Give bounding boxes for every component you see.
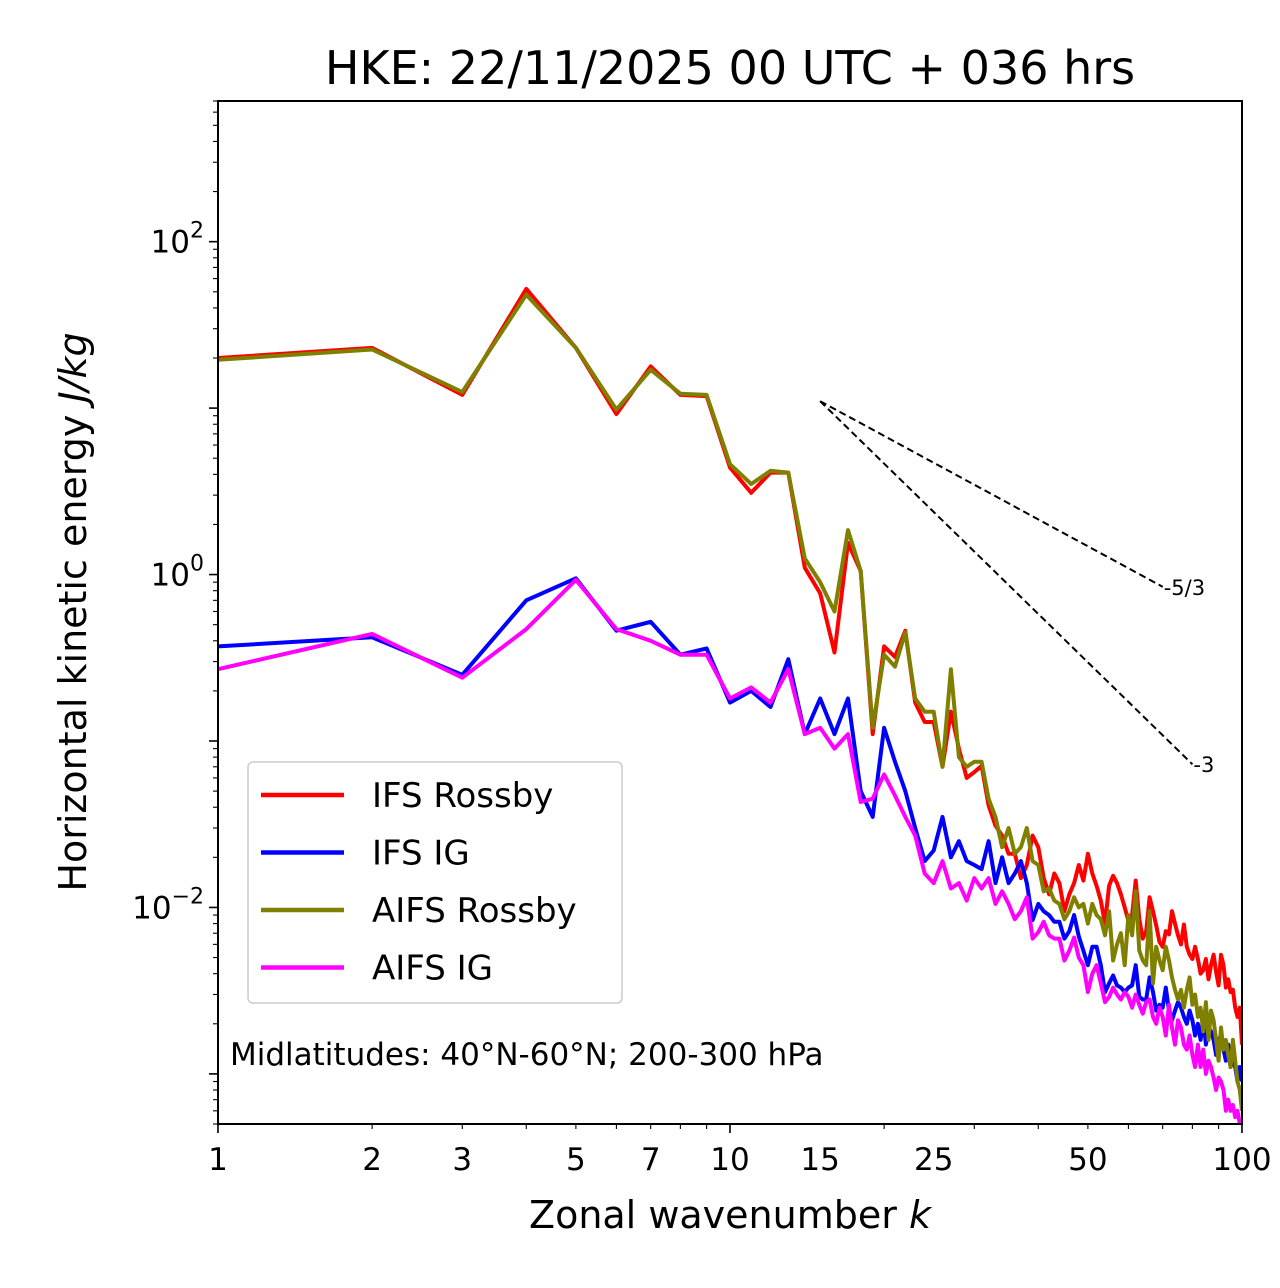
legend-label-ifs-rossby: IFS Rossby <box>372 776 553 816</box>
series-layer <box>218 286 1242 1124</box>
slope-line-5-3 <box>819 400 1164 588</box>
y-tick-label: 10−2 <box>132 884 204 926</box>
y-axis-label-unit: J/kg <box>51 332 95 409</box>
series-line-aifs-ig <box>218 577 1242 1124</box>
y-tick-label: 100 <box>151 552 204 594</box>
x-axis-label-text: Zonal wavenumber <box>529 1193 909 1237</box>
slope-line-3 <box>819 400 1194 765</box>
series-line-aifs-rossby <box>218 292 1242 1112</box>
x-tick-label: 5 <box>566 1142 586 1178</box>
legend-label-ifs-ig: IFS IG <box>372 834 470 874</box>
legend-frame <box>247 761 623 1004</box>
region-annotation: Midlatitudes: 40°N-60°N; 200-300 hPa <box>230 1037 824 1073</box>
x-tick-label: 1 <box>208 1142 228 1178</box>
y-axis-label: Horizontal kinetic energy J/kg <box>51 332 95 891</box>
y-axis: 102 100 10−2 <box>132 100 218 1125</box>
x-axis-label: Zonal wavenumber k <box>529 1193 933 1237</box>
y-tick-label: 102 <box>151 219 204 261</box>
x-tick-label: 3 <box>452 1142 472 1178</box>
slope-label-5-3: -5/3 <box>1164 576 1205 600</box>
x-tick-label: 50 <box>1068 1142 1107 1178</box>
legend-label-aifs-ig: AIFS IG <box>372 949 493 989</box>
x-axis: 1 2 3 5 7 10 15 25 50 100 <box>208 1124 1272 1178</box>
legend: IFS Rossby IFS IG AIFS Rossby AIFS IG <box>247 761 623 1004</box>
legend-label-aifs-rossby: AIFS Rossby <box>372 891 577 931</box>
x-tick-label: 7 <box>641 1142 661 1178</box>
y-axis-label-text: Horizontal kinetic energy <box>51 403 95 892</box>
x-tick-label: 100 <box>1212 1142 1271 1178</box>
x-tick-label: 25 <box>914 1142 953 1178</box>
chart-title: HKE: 22/11/2025 00 UTC + 036 hrs <box>325 41 1135 95</box>
x-tick-label: 2 <box>362 1142 382 1178</box>
x-tick-label: 10 <box>710 1142 749 1178</box>
x-tick-label: 15 <box>800 1142 839 1178</box>
reference-slopes: -5/3 -3 <box>819 400 1214 777</box>
slope-label-3: -3 <box>1193 753 1214 777</box>
x-axis-label-var: k <box>909 1193 933 1237</box>
